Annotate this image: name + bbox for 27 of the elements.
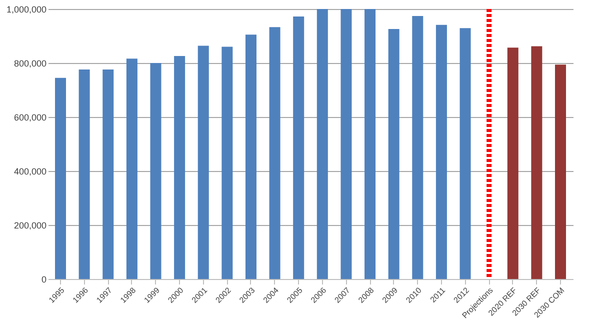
- bar: [388, 28, 400, 279]
- y-tick-label: 600,000: [14, 112, 46, 122]
- y-tick-label: 0: [41, 274, 46, 284]
- bar: [150, 63, 162, 279]
- bar: [78, 69, 90, 279]
- bar: [340, 9, 352, 279]
- bar: [126, 58, 138, 279]
- bar: [198, 46, 209, 279]
- bar: [412, 16, 424, 279]
- bar: [174, 56, 186, 279]
- bar: [293, 16, 304, 279]
- bar: [436, 24, 447, 279]
- bar: [55, 78, 66, 279]
- y-tick-label: 800,000: [14, 58, 46, 68]
- bar: [222, 46, 233, 279]
- bar: [531, 46, 542, 279]
- y-tick-label: 1,000,000: [6, 4, 46, 14]
- bar: [102, 69, 114, 279]
- bar: [555, 64, 566, 279]
- bar: [245, 34, 256, 279]
- bar: [364, 9, 376, 279]
- bar: [316, 9, 328, 279]
- bar: [507, 48, 518, 279]
- y-tick-label: 200,000: [14, 220, 46, 230]
- bar: [460, 28, 471, 279]
- bar: [269, 27, 280, 279]
- y-tick-label: 400,000: [14, 166, 46, 176]
